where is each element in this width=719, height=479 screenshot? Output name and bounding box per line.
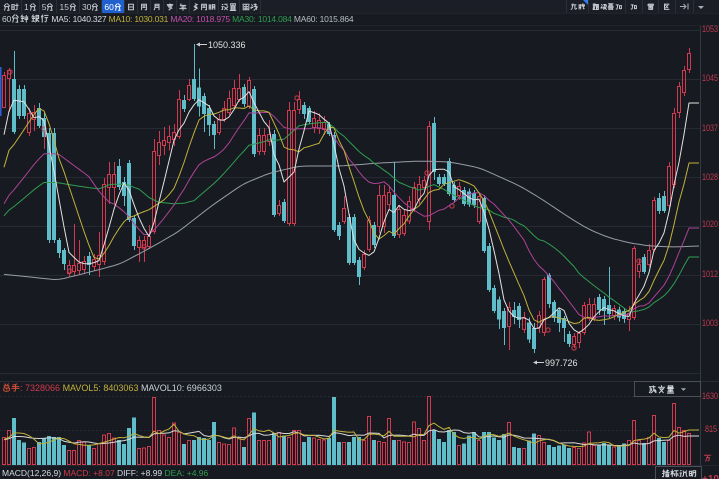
svg-text:815: 815 [705, 424, 717, 434]
svg-text:1053: 1053 [702, 24, 718, 34]
svg-text:997.726: 997.726 [545, 358, 578, 368]
svg-text:1003: 1003 [702, 318, 718, 328]
svg-text:1037: 1037 [702, 123, 718, 133]
svg-text:1012: 1012 [702, 269, 718, 279]
svg-text:1050.336: 1050.336 [208, 40, 246, 50]
svg-text:1045: 1045 [702, 73, 718, 83]
svg-text:1630: 1630 [702, 391, 718, 401]
svg-text:1020: 1020 [702, 219, 718, 229]
svg-text:1028: 1028 [702, 172, 718, 182]
